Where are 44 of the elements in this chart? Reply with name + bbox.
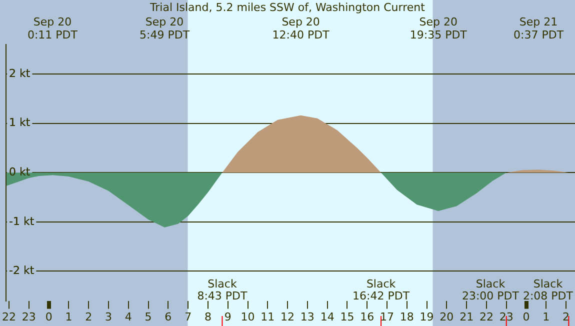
x-tick-label: 2 <box>562 310 570 324</box>
x-tick-label: 18 <box>400 310 414 324</box>
x2-tick-label: Sep 20 12:40 PDT <box>272 15 330 42</box>
x2-tick-label: Sep 20 19:35 PDT <box>410 15 468 42</box>
x-tick-label: 21 <box>460 310 474 324</box>
x-tick-label: 23 <box>499 310 514 324</box>
y-tick-label: -2 kt <box>9 264 35 278</box>
x-tick-label: 6 <box>164 310 172 324</box>
x-tick-label: 11 <box>260 310 275 324</box>
x-tick-label: 3 <box>105 310 112 324</box>
chart-title: Trial Island, 5.2 miles SSW of, Washington Current <box>149 0 426 14</box>
x-tick-label: 1 <box>542 310 550 324</box>
x-tick-label: 12 <box>280 310 295 324</box>
x-tick-label: 16 <box>360 310 374 324</box>
x-tick-label: 7 <box>184 310 192 324</box>
x-tick-label: 19 <box>420 310 434 324</box>
x-tick-label: 17 <box>380 310 394 324</box>
x-tick-label: 0 <box>45 310 52 324</box>
x-tick-label: 13 <box>300 310 314 324</box>
x-tick-label: 8 <box>204 310 212 324</box>
x-tick-label: 2 <box>85 310 92 324</box>
ref-line-label: Slack 8:43 PDT <box>197 278 248 303</box>
x-tick-label: 20 <box>440 310 454 324</box>
ref-line-label: Slack 2:08 PDT <box>522 278 574 303</box>
x-tick-label: 23 <box>22 310 36 324</box>
y-tick-label: 0 kt <box>9 165 31 178</box>
x-tick-label: 15 <box>340 310 354 324</box>
y-tick-label: -1 kt <box>9 214 35 228</box>
x-tick-label: 4 <box>124 310 132 324</box>
y-tick-label: 1 kt <box>9 116 31 130</box>
x-tick-label: 5 <box>144 310 152 324</box>
x2-tick-label: Sep 20 5:49 PDT <box>140 15 190 42</box>
x-tick-label: 10 <box>240 310 255 324</box>
x-tick-label: 9 <box>224 310 232 324</box>
x2-tick-label: Sep 21 0:37 PDT <box>514 15 564 42</box>
y-tick-label: 2 kt <box>9 66 31 80</box>
x-tick-label: 0 <box>522 310 530 324</box>
x-tick-label: 22 <box>479 310 494 324</box>
ref-line-label: Slack 23:00 PDT <box>462 278 520 303</box>
x-tick-label: 22 <box>2 310 16 324</box>
x-tick-label: 14 <box>320 310 334 324</box>
ref-line-label: Slack 16:42 PDT <box>352 278 410 303</box>
x-tick-label: 1 <box>65 310 72 324</box>
x2-tick-label: Sep 20 0:11 PDT <box>27 15 78 42</box>
